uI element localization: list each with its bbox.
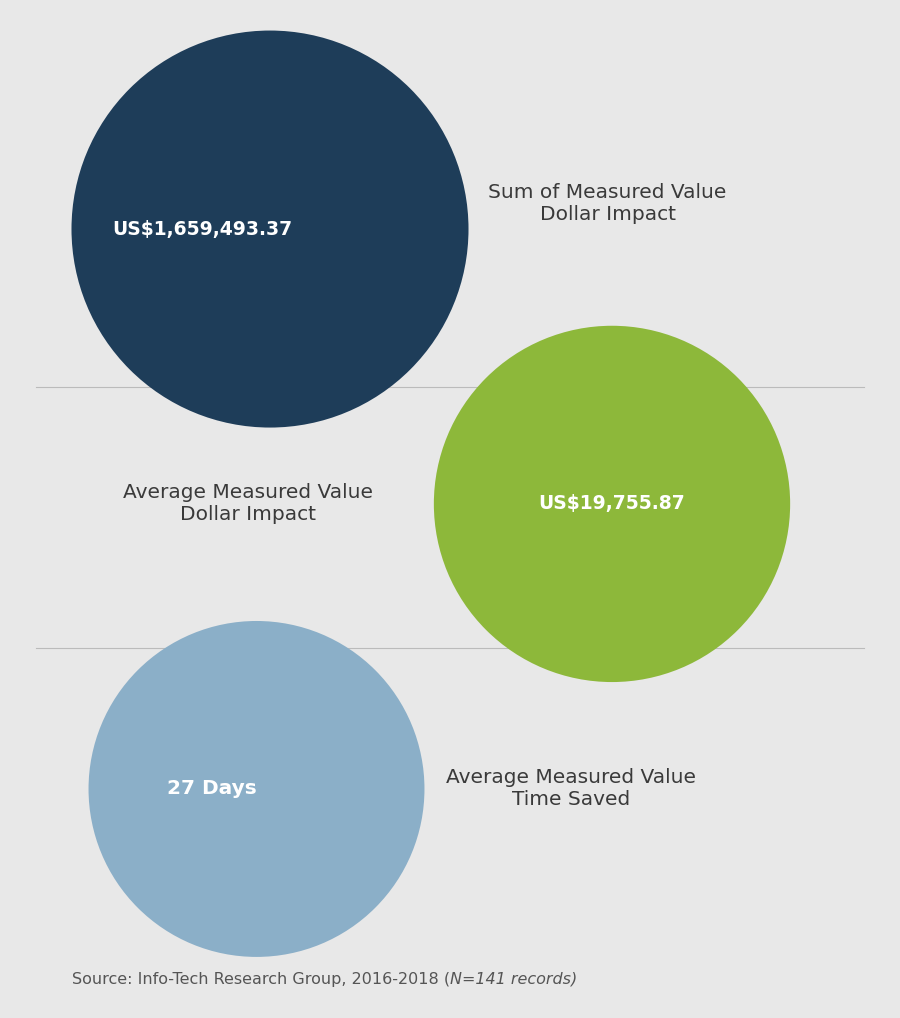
Text: Average Measured Value
Dollar Impact: Average Measured Value Dollar Impact xyxy=(122,484,373,524)
Text: US$19,755.87: US$19,755.87 xyxy=(538,495,686,513)
Text: Source: Info-Tech Research Group, 2016-2018 (: Source: Info-Tech Research Group, 2016-2… xyxy=(72,972,450,986)
Ellipse shape xyxy=(434,326,790,682)
Ellipse shape xyxy=(88,621,425,957)
Text: 27 Days: 27 Days xyxy=(166,780,256,798)
Text: US$1,659,493.37: US$1,659,493.37 xyxy=(112,220,292,238)
Ellipse shape xyxy=(71,31,469,428)
Text: Sum of Measured Value
Dollar Impact: Sum of Measured Value Dollar Impact xyxy=(489,183,726,224)
Text: Average Measured Value
Time Saved: Average Measured Value Time Saved xyxy=(446,769,697,809)
Text: N=141 records): N=141 records) xyxy=(450,972,577,986)
